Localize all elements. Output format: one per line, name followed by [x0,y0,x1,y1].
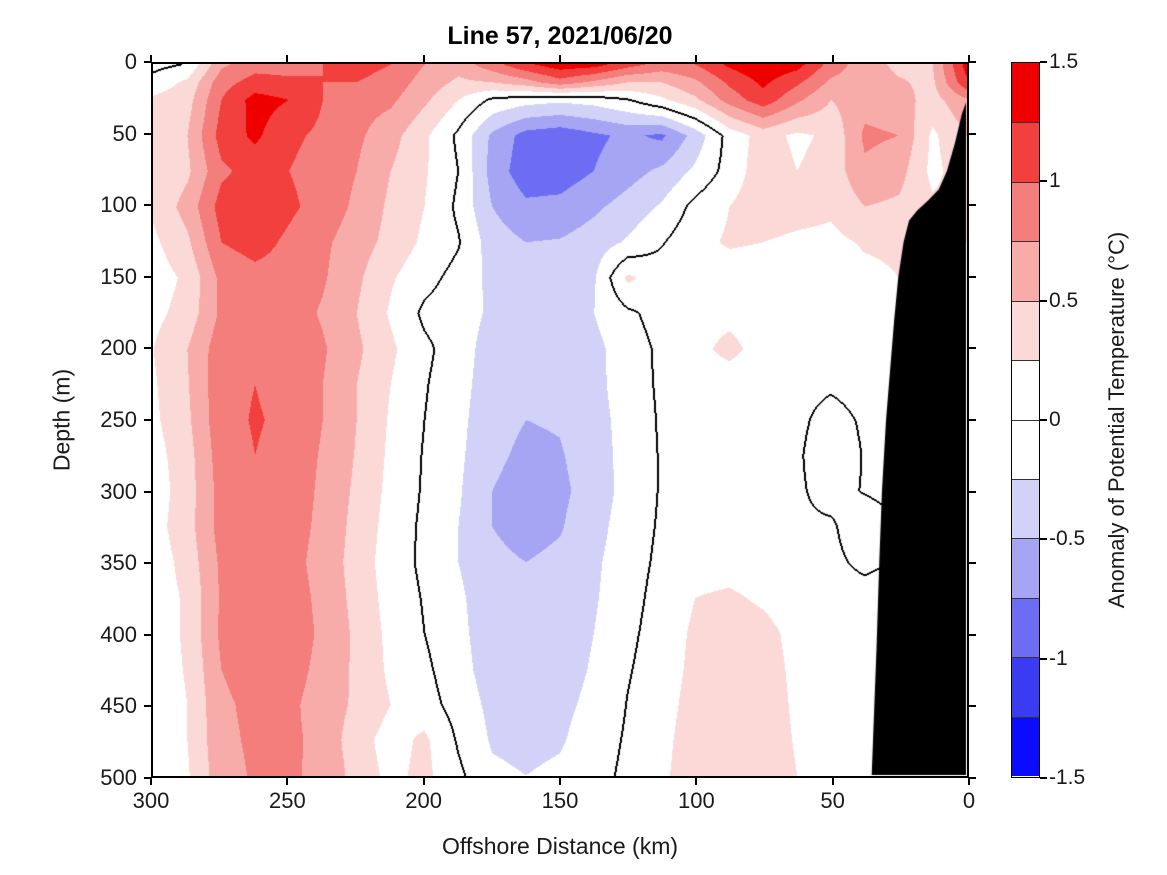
x-tick-mark [559,778,561,785]
y-tick-mark [144,562,151,565]
colorbar-segment [1012,241,1039,301]
colorbar-tick-mark [1040,657,1047,660]
y-tick-mark [144,61,151,63]
y-tick-label: 100 [100,192,137,218]
x-tick-label: 200 [405,788,443,813]
y-tick-mark-right [969,347,976,350]
x-tick-mark-top [695,55,698,62]
colorbar-segment [1012,63,1039,123]
colorbar-tick-mark [1040,61,1047,63]
x-tick-mark-top [559,55,561,62]
y-tick-label: 50 [112,120,137,146]
x-tick-mark-top [831,55,834,62]
y-tick-mark-right [969,419,976,421]
colorbar-tick-mark [1040,419,1047,421]
colorbar-tick-label: 0 [1049,408,1061,431]
colorbar-tick-mark [1040,538,1047,541]
plot-title: Line 57, 2021/06/20 [447,22,673,50]
y-tick-label: 500 [100,765,137,790]
colorbar-segment [1012,122,1039,182]
colorbar-segment [1012,478,1039,539]
y-tick-mark [144,705,151,708]
colorbar-segment [1012,300,1039,361]
x-tick-label: 100 [677,788,715,813]
x-axis-label: Offshore Distance (km) [441,833,679,859]
x-tick-mark [695,778,698,785]
x-tick-mark [968,778,970,785]
plot-area [151,62,969,778]
y-tick-mark [144,633,151,636]
y-tick-mark-right [969,204,976,207]
y-tick-mark [144,419,151,421]
colorbar-tick-label: -1 [1049,646,1068,670]
y-tick-mark-right [969,61,976,63]
contour-canvas [153,64,967,776]
y-tick-mark-right [969,275,976,278]
colorbar-tick-label: -0.5 [1049,527,1086,551]
y-tick-label: 400 [100,621,137,647]
x-tick-mark-top [968,55,970,62]
colorbar-segment [1012,360,1039,420]
y-tick-mark-right [969,777,976,779]
y-tick-label: 200 [100,335,137,361]
colorbar-tick-mark [1040,299,1047,302]
colorbar [1011,62,1040,778]
y-tick-mark-right [969,633,976,636]
colorbar-tick-mark [1040,180,1047,183]
y-tick-label: 150 [100,263,137,289]
y-tick-label: 250 [100,407,137,432]
x-tick-mark [286,778,289,785]
y-tick-mark [144,132,151,135]
x-tick-label: 50 [820,788,845,813]
colorbar-segment [1012,597,1039,658]
y-tick-label: 450 [100,693,137,719]
y-tick-mark [144,490,151,493]
y-tick-mark [144,347,151,350]
y-axis-label: Depth (m) [48,368,75,472]
colorbar-tick-label: -1.5 [1049,766,1086,789]
x-tick-label: 0 [962,788,976,813]
x-tick-mark-top [422,55,425,62]
y-tick-mark [144,204,151,207]
colorbar-segment [1012,657,1039,717]
y-tick-mark-right [969,705,976,708]
colorbar-segment [1012,538,1039,598]
x-tick-mark-top [286,55,289,62]
colorbar-tick-label: 1.5 [1049,50,1079,73]
colorbar-label: Anomaly of Potential Temperature (°C) [1104,231,1129,609]
x-tick-mark [150,778,152,785]
colorbar-segment [1012,181,1039,242]
colorbar-tick-mark [1040,777,1047,779]
x-tick-label: 300 [132,788,170,813]
y-tick-mark [144,275,151,278]
x-tick-mark [422,778,425,785]
x-tick-mark [831,778,834,785]
x-tick-label: 150 [541,788,579,813]
colorbar-tick-label: 1 [1049,169,1061,193]
colorbar-tick-label: 0.5 [1049,288,1079,312]
x-tick-label: 250 [268,788,306,813]
y-tick-label: 300 [100,478,137,504]
y-tick-mark-right [969,562,976,565]
y-tick-label: 0 [124,49,137,74]
colorbar-segment [1012,716,1039,776]
y-tick-mark-right [969,132,976,135]
y-tick-label: 350 [100,550,137,576]
y-tick-mark-right [969,490,976,493]
colorbar-segment [1012,419,1039,479]
y-tick-mark [144,777,151,779]
x-tick-mark-top [150,55,152,62]
